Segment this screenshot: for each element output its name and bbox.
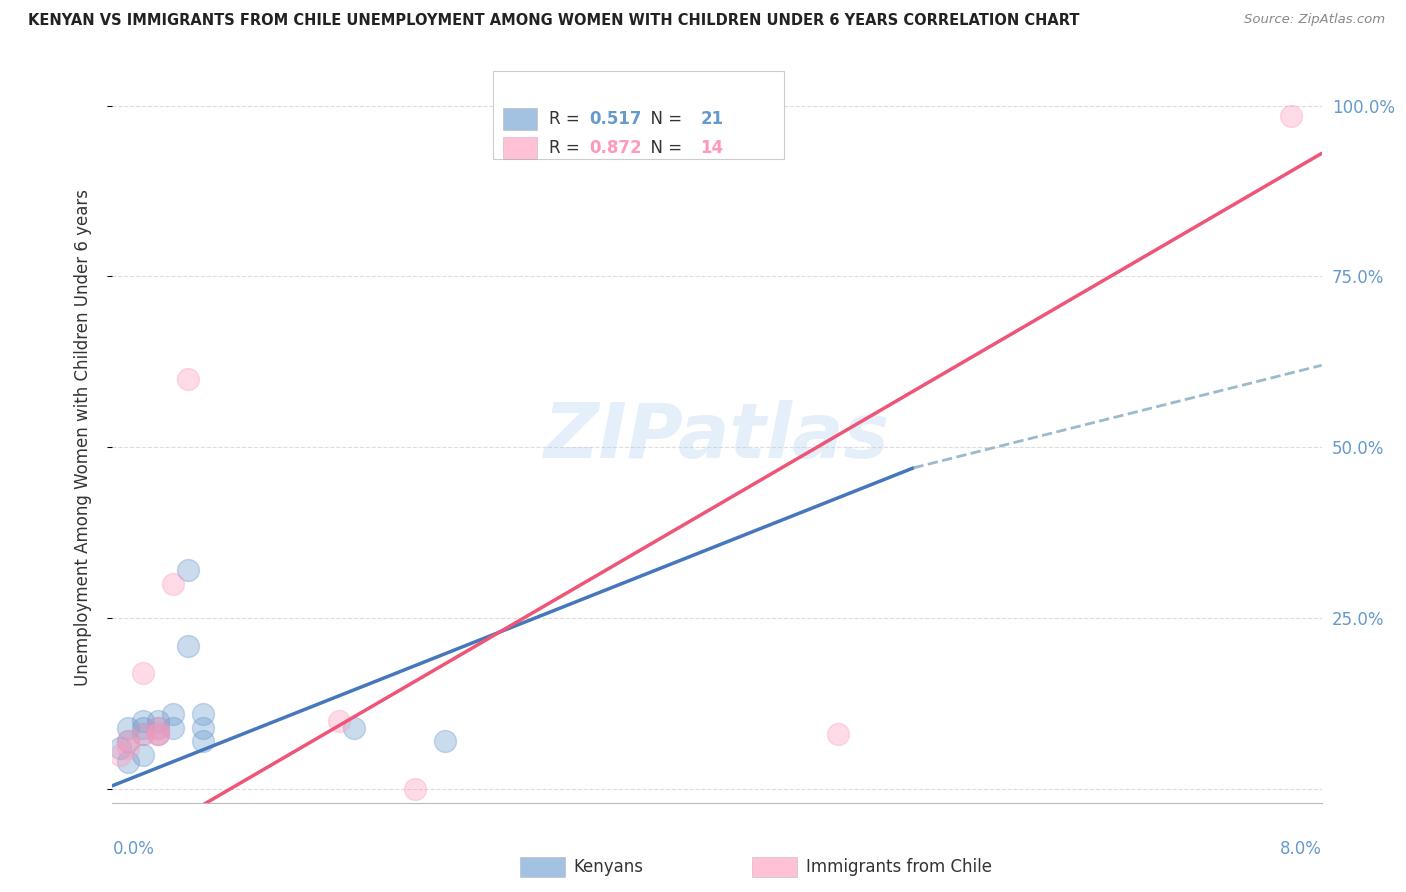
Text: Source: ZipAtlas.com: Source: ZipAtlas.com <box>1244 13 1385 27</box>
FancyBboxPatch shape <box>494 71 783 159</box>
Text: 21: 21 <box>700 110 723 128</box>
Point <box>675 119 697 133</box>
Point <box>191 734 215 748</box>
FancyBboxPatch shape <box>503 108 537 130</box>
Text: R =: R = <box>548 139 585 157</box>
Point <box>328 714 350 728</box>
Point <box>177 372 200 386</box>
Point <box>146 727 169 741</box>
Text: 0.872: 0.872 <box>589 139 641 157</box>
Point <box>162 721 184 735</box>
Point <box>132 747 155 762</box>
Point <box>117 741 139 756</box>
Y-axis label: Unemployment Among Women with Children Under 6 years: Unemployment Among Women with Children U… <box>73 188 91 686</box>
Point <box>162 577 184 591</box>
Point <box>146 727 169 741</box>
Point <box>117 734 139 748</box>
Text: 0.517: 0.517 <box>589 110 641 128</box>
Point <box>177 639 200 653</box>
Point <box>162 706 184 721</box>
Text: N =: N = <box>640 110 688 128</box>
Point <box>132 727 155 741</box>
Text: KENYAN VS IMMIGRANTS FROM CHILE UNEMPLOYMENT AMONG WOMEN WITH CHILDREN UNDER 6 Y: KENYAN VS IMMIGRANTS FROM CHILE UNEMPLOY… <box>28 13 1080 29</box>
Point <box>108 741 131 756</box>
Point <box>117 734 139 748</box>
Text: Immigrants from Chile: Immigrants from Chile <box>806 858 991 876</box>
Point <box>433 734 456 748</box>
Point <box>343 721 366 735</box>
Point <box>146 721 169 735</box>
Point <box>177 563 200 577</box>
Point <box>132 727 155 741</box>
Point <box>1279 109 1302 123</box>
Point <box>146 714 169 728</box>
Point <box>117 721 139 735</box>
Point <box>132 714 155 728</box>
Text: ZIPatlas: ZIPatlas <box>544 401 890 474</box>
Point <box>191 721 215 735</box>
Point <box>108 747 131 762</box>
Text: 14: 14 <box>700 139 723 157</box>
Point <box>146 721 169 735</box>
Point <box>132 665 155 680</box>
FancyBboxPatch shape <box>503 137 537 159</box>
Point <box>827 727 849 741</box>
Text: 0.0%: 0.0% <box>112 840 155 858</box>
Point <box>404 782 426 797</box>
Point <box>146 727 169 741</box>
Text: 8.0%: 8.0% <box>1279 840 1322 858</box>
Text: Kenyans: Kenyans <box>574 858 644 876</box>
Text: N =: N = <box>640 139 688 157</box>
Text: R =: R = <box>548 110 585 128</box>
Point <box>191 706 215 721</box>
Point <box>117 755 139 769</box>
Point <box>132 721 155 735</box>
